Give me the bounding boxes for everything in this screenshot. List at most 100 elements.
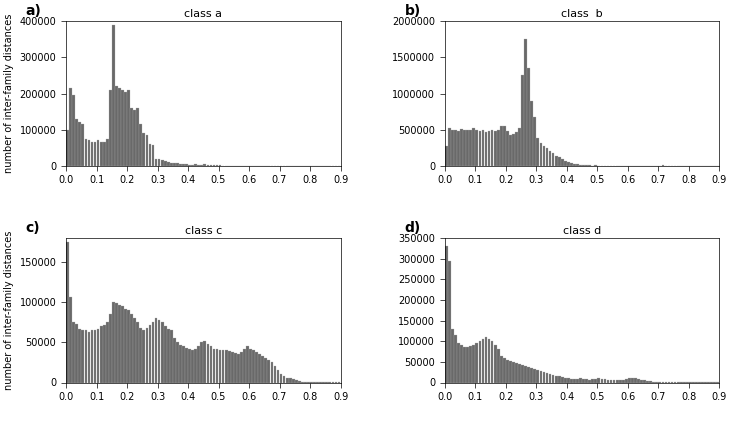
Bar <box>634 378 637 382</box>
Bar <box>142 133 145 166</box>
Bar <box>595 379 597 382</box>
Bar <box>292 379 294 382</box>
Bar <box>103 325 106 382</box>
Bar <box>509 361 512 382</box>
Bar <box>518 364 521 382</box>
Bar <box>637 379 640 382</box>
Bar <box>97 329 99 383</box>
Text: a): a) <box>26 4 42 18</box>
Bar <box>491 341 493 382</box>
Bar <box>469 346 472 383</box>
Bar <box>445 246 448 382</box>
Bar <box>650 381 652 382</box>
Bar <box>164 326 167 383</box>
Bar <box>527 68 530 166</box>
Bar <box>200 343 203 382</box>
Bar <box>512 134 515 166</box>
Bar <box>192 165 194 166</box>
Bar <box>613 380 616 382</box>
Bar <box>506 360 509 382</box>
Bar <box>267 360 270 382</box>
Bar <box>531 368 533 382</box>
Bar <box>555 156 558 166</box>
Bar <box>539 371 542 382</box>
Bar <box>479 131 482 166</box>
Bar <box>622 380 625 383</box>
Bar <box>545 148 548 166</box>
Bar <box>283 376 286 382</box>
Bar <box>274 366 276 383</box>
Bar <box>494 131 496 166</box>
Bar <box>203 164 206 166</box>
Text: d): d) <box>404 221 421 235</box>
Bar <box>503 126 506 166</box>
Bar <box>561 377 564 382</box>
Bar <box>209 346 212 383</box>
Bar <box>203 341 206 382</box>
Bar <box>142 330 145 382</box>
Bar <box>87 332 90 382</box>
Bar <box>506 131 509 166</box>
Bar <box>524 366 527 382</box>
Bar <box>570 379 573 382</box>
Bar <box>197 165 200 166</box>
Bar <box>582 165 585 166</box>
Bar <box>90 330 93 382</box>
Bar <box>537 138 539 166</box>
Bar <box>69 88 72 166</box>
Bar <box>176 163 179 166</box>
Bar <box>445 145 448 166</box>
Bar <box>139 124 142 166</box>
Bar <box>164 162 167 166</box>
Bar <box>161 322 164 382</box>
Bar <box>585 379 588 382</box>
Bar <box>240 352 243 382</box>
Bar <box>250 349 252 382</box>
Bar <box>94 142 96 166</box>
Bar <box>515 363 518 382</box>
Bar <box>216 349 219 382</box>
Bar <box>195 349 197 382</box>
Bar <box>298 381 301 382</box>
Bar <box>118 305 121 382</box>
Bar <box>179 164 182 166</box>
Bar <box>124 309 127 382</box>
Bar <box>534 116 536 166</box>
Bar <box>206 165 209 166</box>
Bar <box>539 143 542 166</box>
Bar <box>109 314 112 382</box>
Bar <box>81 124 84 166</box>
Bar <box>451 130 454 166</box>
Bar <box>167 162 170 166</box>
Bar <box>606 380 609 383</box>
Bar <box>579 378 582 382</box>
Bar <box>567 162 570 166</box>
Bar <box>145 135 148 166</box>
Bar <box>76 119 78 166</box>
Bar <box>640 380 643 382</box>
Bar <box>124 92 127 166</box>
Bar <box>94 330 96 382</box>
Bar <box>616 380 619 382</box>
Bar <box>228 351 230 382</box>
Bar <box>127 310 130 382</box>
Bar <box>145 328 148 382</box>
Bar <box>115 303 117 382</box>
Bar <box>537 370 539 382</box>
Bar <box>152 145 154 166</box>
Bar <box>73 95 75 166</box>
Bar <box>457 343 460 382</box>
Y-axis label: number of inter-family distances: number of inter-family distances <box>4 231 14 390</box>
Bar <box>176 343 179 382</box>
Bar <box>213 349 215 382</box>
Title: class  b: class b <box>562 9 603 19</box>
Bar <box>219 350 222 382</box>
Bar <box>106 139 109 166</box>
Bar <box>534 369 536 382</box>
Bar <box>582 379 585 382</box>
Bar <box>237 354 240 382</box>
Bar <box>252 350 255 382</box>
Bar <box>118 88 121 166</box>
Bar <box>564 161 567 166</box>
Bar <box>152 322 154 382</box>
